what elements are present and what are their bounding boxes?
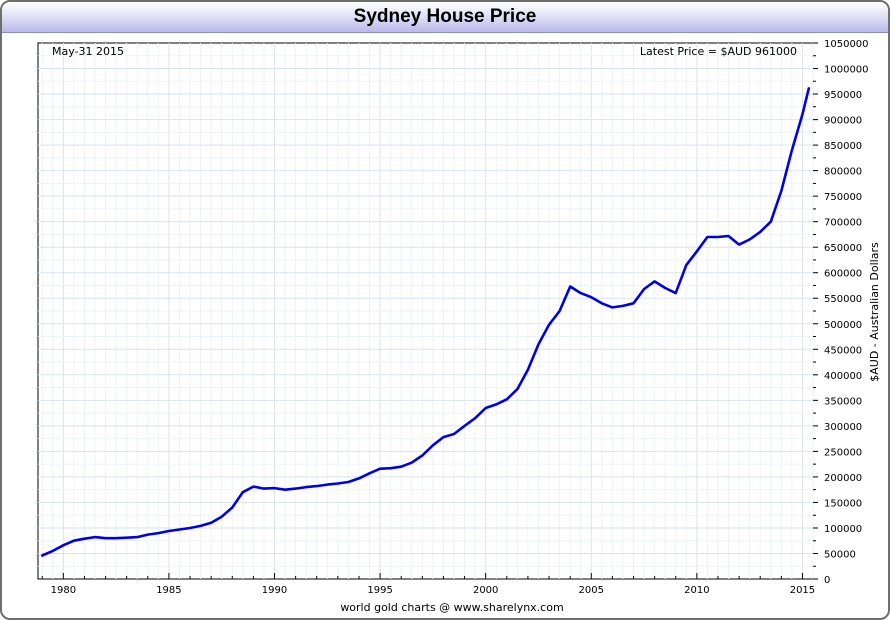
x-tick-label: 1990 (262, 585, 287, 596)
chart-title-bar: Sydney House Price (2, 2, 888, 33)
y-tick-label: 850000 (824, 141, 862, 152)
y-tick-label: 0 (824, 575, 830, 586)
y-tick-label: 200000 (824, 473, 862, 484)
y-tick-label: 1000000 (824, 65, 869, 76)
y-tick-label: 500000 (824, 320, 862, 331)
chart-title: Sydney House Price (353, 6, 537, 27)
grid-lines (38, 43, 814, 579)
y-tick-label: 250000 (824, 447, 862, 458)
y-tick-label: 50000 (824, 549, 856, 560)
y-tick-label: 650000 (824, 243, 862, 254)
y-tick-label: 550000 (824, 294, 862, 305)
y-axis-ticks: 0 50000 100000 150000 200000 250000 300000 3500… (813, 39, 869, 586)
y-tick-label: 700000 (824, 218, 862, 229)
y-tick-label: 300000 (824, 422, 862, 433)
y-tick-label: 450000 (824, 345, 862, 356)
x-tick-label: 2005 (579, 585, 604, 596)
x-tick-label: 1985 (156, 585, 181, 596)
y-tick-label: 750000 (824, 192, 862, 203)
y-tick-label: 900000 (824, 116, 862, 127)
x-axis-ticks: 1980 1985 1990 1995 2000 2005 2010 2015 (41, 573, 815, 596)
x-tick-label: 1980 (51, 585, 76, 596)
x-tick-label: 2000 (473, 585, 498, 596)
y-tick-label: 600000 (824, 269, 862, 280)
y-tick-label: 100000 (824, 524, 862, 535)
x-tick-label: 1995 (367, 585, 392, 596)
price-series-line (40, 87, 811, 557)
footer-credit: world gold charts @ www.sharelynx.com (340, 601, 563, 614)
y-tick-label: 1050000 (824, 39, 869, 50)
latest-price-label: Latest Price = $AUD 961000 (640, 45, 797, 58)
x-tick-label: 2010 (684, 585, 709, 596)
y-tick-label: 150000 (824, 498, 862, 509)
x-tick-label: 2015 (790, 585, 815, 596)
y-tick-label: 800000 (824, 167, 862, 178)
date-label: May-31 2015 (52, 45, 124, 58)
y-tick-label: 400000 (824, 371, 862, 382)
y-axis-label: $AUD - Australian Dollars (868, 242, 881, 382)
y-tick-label: 950000 (824, 90, 862, 101)
y-tick-label: 350000 (824, 396, 862, 407)
